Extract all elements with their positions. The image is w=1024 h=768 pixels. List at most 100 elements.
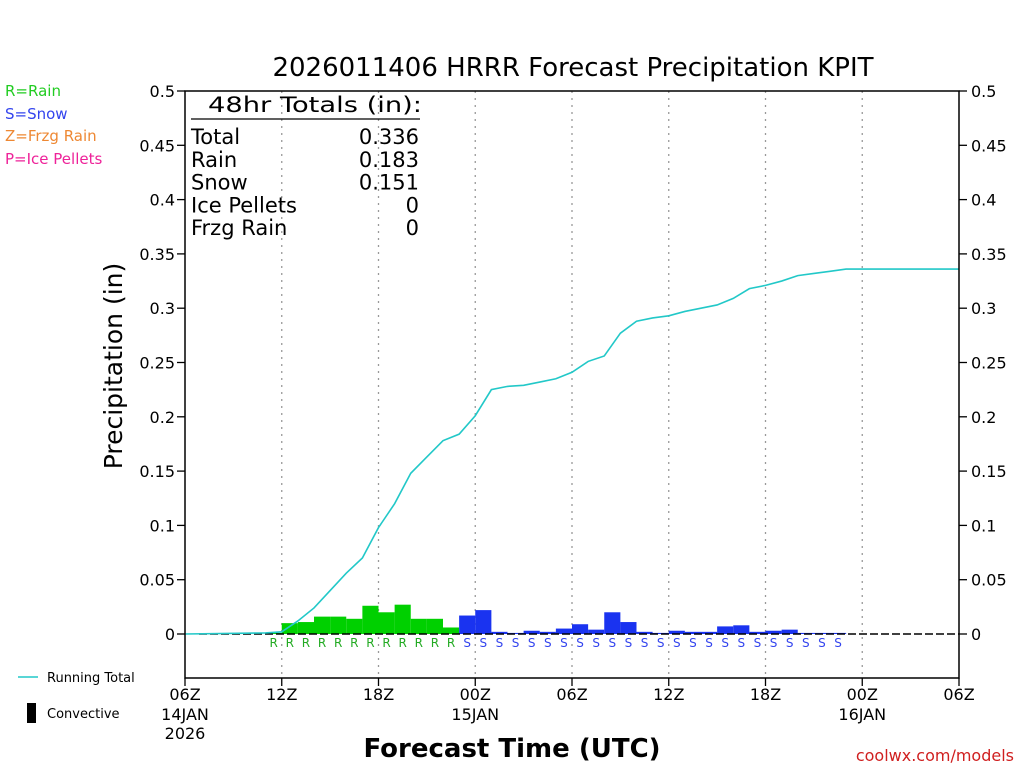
- totals-row-value: 0: [406, 216, 419, 240]
- precip-bar: [265, 632, 282, 634]
- precip-bar: [684, 631, 701, 634]
- precip-bar: [652, 632, 669, 634]
- totals-row-value: 0.183: [359, 148, 419, 172]
- totals-row-label: Frzg Rain: [191, 216, 287, 240]
- y-tick-label: 0.45: [139, 136, 175, 155]
- y-tick-label: 0.15: [139, 462, 175, 481]
- chart-title: 2026011406 HRRR Forecast Precipitation K…: [272, 53, 873, 83]
- precip-type-letter: S: [496, 636, 504, 650]
- x-tick-label: 00Z: [460, 685, 491, 704]
- precip-bar: [394, 604, 411, 634]
- y-tick-label: 0: [165, 625, 175, 644]
- y-tick-label: 0.25: [139, 354, 175, 373]
- precip-bar: [459, 615, 476, 634]
- x-tick-label: 06Z: [943, 685, 974, 704]
- precip-bar: [281, 623, 298, 634]
- precip-bar: [314, 616, 331, 634]
- precip-bar: [297, 622, 314, 634]
- legend-rain: R=Rain: [5, 82, 61, 100]
- y-tick-label: 0.35: [971, 245, 1007, 264]
- precip-type-letter: R: [270, 636, 278, 650]
- totals-row-label: Snow: [191, 171, 248, 195]
- precip-type-letter: S: [673, 636, 681, 650]
- totals-row-label: Ice Pellets: [191, 193, 297, 217]
- y-tick-label: 0.05: [139, 571, 175, 590]
- precip-type-letter: R: [350, 636, 358, 650]
- precip-type-letter: R: [334, 636, 342, 650]
- x-tick-date: 15JAN: [451, 705, 499, 724]
- hourly-bars: [265, 604, 847, 634]
- y-tick-label: 0.3: [971, 299, 996, 318]
- precip-type-letter: S: [802, 636, 810, 650]
- y-tick-label: 0.45: [971, 136, 1007, 155]
- precip-bar: [539, 631, 556, 634]
- y-tick-label: 0.5: [971, 82, 996, 101]
- running-total-line: [184, 268, 959, 635]
- x-tick-label: 00Z: [847, 685, 878, 704]
- totals-row-label: Total: [190, 125, 240, 149]
- y-axis-right: 0 0.05 0.1 0.15 0.2 0.25 0.3 0.35 0.4 0.45 0.5: [959, 82, 1007, 644]
- totals-row-value: 0: [406, 193, 419, 217]
- precip-type-letter: S: [625, 636, 633, 650]
- precip-type-letter: R: [318, 636, 326, 650]
- type-legend: R=Rain S=Snow Z=Frzg Rain P=Ice Pellets: [5, 82, 102, 168]
- precip-type-letter: S: [544, 636, 552, 650]
- y-tick-label: 0.3: [150, 299, 175, 318]
- x-tick-label: 06Z: [169, 685, 200, 704]
- precip-bar: [507, 632, 524, 634]
- precip-type-letter: S: [609, 636, 617, 650]
- precip-type-letter: R: [382, 636, 390, 650]
- running-total-legend-label: Running Total: [47, 671, 135, 686]
- precip-type-letter: S: [705, 636, 713, 650]
- y-tick-label: 0: [971, 625, 981, 644]
- y-tick-label: 0.2: [150, 408, 175, 427]
- totals-row-value: 0.336: [359, 125, 419, 149]
- precip-type-letter: R: [415, 636, 423, 650]
- precip-type-letter: R: [399, 636, 407, 650]
- precip-bar: [749, 631, 766, 634]
- totals-row-label: Rain: [191, 148, 237, 172]
- y-axis-left: 0 0.05 0.1 0.15 0.2 0.25 0.3 0.35 0.4 0.45 0.5: [139, 82, 185, 644]
- precip-bar: [572, 624, 589, 634]
- x-tick-date: 14JAN: [161, 705, 209, 724]
- precip-type-letter: S: [818, 636, 826, 650]
- y-tick-label: 0.1: [150, 516, 175, 535]
- y-tick-label: 0.35: [139, 245, 175, 264]
- precip-bar: [555, 628, 572, 634]
- precip-bar: [346, 618, 363, 634]
- precip-type-letter: S: [738, 636, 746, 650]
- precip-type-letter: S: [576, 636, 584, 650]
- legend-snow: S=Snow: [5, 105, 68, 123]
- precip-type-letter: S: [528, 636, 536, 650]
- y-tick-label: 0.25: [971, 354, 1007, 373]
- precip-type-letter: S: [754, 636, 762, 650]
- precip-bar: [588, 629, 605, 634]
- x-tick-year: 2026: [165, 724, 206, 743]
- precip-type-letter: R: [366, 636, 374, 650]
- y-tick-label: 0.4: [150, 191, 175, 210]
- precip-type-letter: R: [447, 636, 455, 650]
- precip-bar: [410, 618, 427, 634]
- precip-type-letter: S: [689, 636, 697, 650]
- convective-swatch: [27, 703, 36, 723]
- y-tick-label: 0.1: [971, 516, 996, 535]
- totals-box: 48hr Totals (in): Total 0.336 Rain 0.183 Sno…: [190, 93, 422, 240]
- precip-type-letter: S: [834, 636, 842, 650]
- precip-bar: [668, 630, 685, 634]
- x-tick-label: 12Z: [653, 685, 684, 704]
- y-tick-label: 0.2: [971, 408, 996, 427]
- precip-bar: [604, 612, 621, 634]
- y-tick-label: 0.4: [971, 191, 996, 210]
- y-tick-label: 0.5: [150, 82, 175, 101]
- precip-type-letter: S: [560, 636, 568, 650]
- totals-row-value: 0.151: [359, 171, 419, 195]
- precip-bar: [765, 630, 782, 634]
- y-tick-label: 0.15: [971, 462, 1007, 481]
- precip-type-letter: S: [641, 636, 649, 650]
- precip-type-letter: S: [657, 636, 665, 650]
- x-tick-label: 06Z: [556, 685, 587, 704]
- precip-bar: [475, 610, 492, 634]
